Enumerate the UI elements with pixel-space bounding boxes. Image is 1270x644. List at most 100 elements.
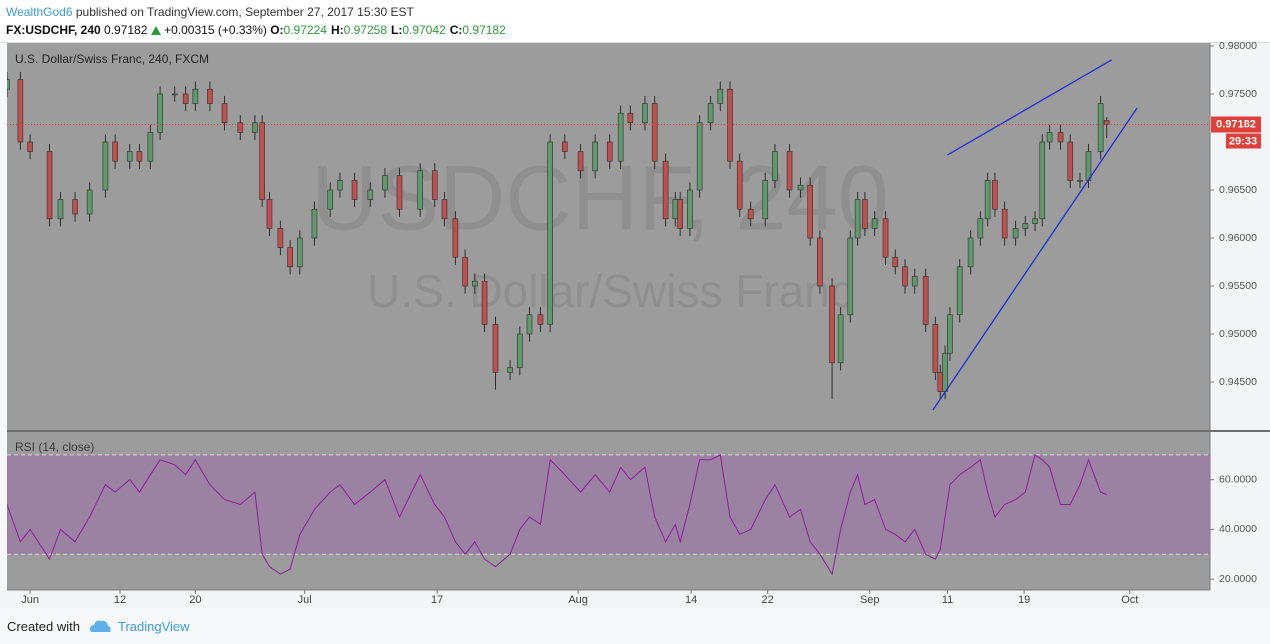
- candle-body: [677, 199, 683, 229]
- candle-body: [157, 93, 163, 133]
- candle-body: [817, 237, 823, 287]
- candle-body: [882, 218, 889, 258]
- candle-body: [642, 103, 648, 124]
- change: +0.00315 (+0.33%): [164, 23, 267, 37]
- x-tick-label: 19: [1018, 594, 1030, 606]
- x-tick-label: Aug: [568, 594, 588, 606]
- candle-body: [672, 199, 679, 220]
- candle-body: [297, 237, 303, 268]
- ohlc-label: C:: [449, 23, 463, 37]
- rsi-line: [7, 454, 1107, 576]
- candle-body: [1046, 132, 1053, 143]
- watermark: U.S. Dollar/Swiss Franc: [367, 265, 853, 317]
- candle-body: [651, 103, 658, 162]
- y-tick-label: 0.96500: [1219, 184, 1257, 196]
- candle-body: [327, 189, 334, 210]
- candle-body: [862, 199, 868, 229]
- candle-body: [736, 160, 743, 210]
- candle-body: [984, 180, 991, 220]
- candle-body: [367, 189, 374, 200]
- ohlc-label: O:: [270, 23, 284, 37]
- ohlc-label: H:: [330, 23, 344, 37]
- candle-body: [892, 256, 899, 268]
- candle-body: [911, 276, 918, 287]
- author[interactable]: WealthGod6: [6, 5, 73, 19]
- candle-body: [829, 285, 835, 364]
- candle-body: [417, 170, 423, 210]
- up-arrow: [150, 26, 161, 35]
- ohlc-label: L:: [391, 23, 403, 37]
- candle-body: [547, 141, 553, 325]
- candle-body: [696, 122, 703, 191]
- candle-body: [1067, 141, 1074, 181]
- candle-body: [46, 151, 53, 220]
- candle-body: [662, 160, 669, 220]
- brand[interactable]: TradingView: [118, 619, 190, 634]
- candle-body: [1022, 223, 1029, 229]
- candle-body: [86, 189, 93, 215]
- pane-title: RSI (14, close): [15, 440, 94, 454]
- ohlc-value: 0.97258: [343, 23, 387, 37]
- candle-body: [617, 112, 624, 162]
- candle-body: [126, 151, 133, 162]
- x-tick-label: 22: [762, 594, 774, 606]
- candle-body: [27, 141, 33, 152]
- x-tick-label: 20: [189, 594, 201, 606]
- candle-body: [747, 208, 754, 220]
- y-tick-label: 20.0000: [1219, 573, 1257, 585]
- candle-body: [1077, 180, 1083, 182]
- candle-body: [727, 88, 733, 162]
- candle-body: [136, 151, 143, 162]
- candle-body: [854, 199, 861, 239]
- ohlc-value: 0.97224: [283, 23, 327, 37]
- last-price-label: 0.97182: [1216, 118, 1256, 130]
- candle-body: [606, 141, 613, 162]
- x-tick-label: 12: [114, 594, 126, 606]
- candle-body: [967, 237, 974, 268]
- x-tick-label: Jun: [21, 594, 39, 606]
- x-tick-label: Jul: [298, 594, 312, 606]
- candle-body: [382, 175, 388, 191]
- candle-body: [221, 103, 228, 124]
- candle-body: [277, 228, 284, 248]
- y-tick-label: 0.97500: [1219, 88, 1257, 100]
- candle-body: [17, 79, 24, 143]
- candle-body: [947, 314, 953, 354]
- candle-body: [922, 276, 929, 325]
- publish-line: WealthGod6 published on TradingView.com,…: [6, 5, 414, 19]
- candle-body: [1001, 208, 1008, 239]
- rsi-band: [7, 454, 1210, 555]
- candle-body: [772, 151, 778, 181]
- candle-body: [707, 103, 714, 124]
- y-tick-label: 0.96000: [1219, 232, 1257, 244]
- trendline: [932, 107, 1138, 411]
- candle-body: [1085, 151, 1092, 181]
- candle-body: [237, 122, 244, 133]
- footer: Created with TradingView: [0, 608, 1270, 644]
- x-tick-label: 11: [942, 594, 953, 606]
- candle-body: [717, 88, 724, 104]
- logo: [90, 620, 111, 632]
- pane-title: U.S. Dollar/Swiss Franc, 240, FXCM: [15, 52, 209, 66]
- candle-body: [102, 141, 109, 191]
- candle-body: [481, 280, 488, 325]
- candle-body: [992, 180, 998, 210]
- candle-body: [516, 333, 523, 368]
- time-axis-background: [0, 590, 1270, 608]
- candle-body: [351, 180, 358, 200]
- candle-body: [932, 324, 939, 373]
- candle-body: [1103, 120, 1110, 125]
- candle-body: [472, 280, 478, 287]
- candle-body: [627, 112, 634, 124]
- candle-body: [287, 247, 293, 268]
- countdown-box: [1226, 133, 1261, 149]
- candle-body: [797, 184, 804, 191]
- created-with: Created with: [7, 619, 80, 634]
- candle-body: [526, 314, 533, 335]
- y-tick-label: 0.98000: [1219, 40, 1257, 52]
- candle-body: [147, 132, 154, 162]
- candle-body: [462, 256, 468, 287]
- candle-body: [57, 199, 64, 220]
- candle-body: [561, 141, 568, 152]
